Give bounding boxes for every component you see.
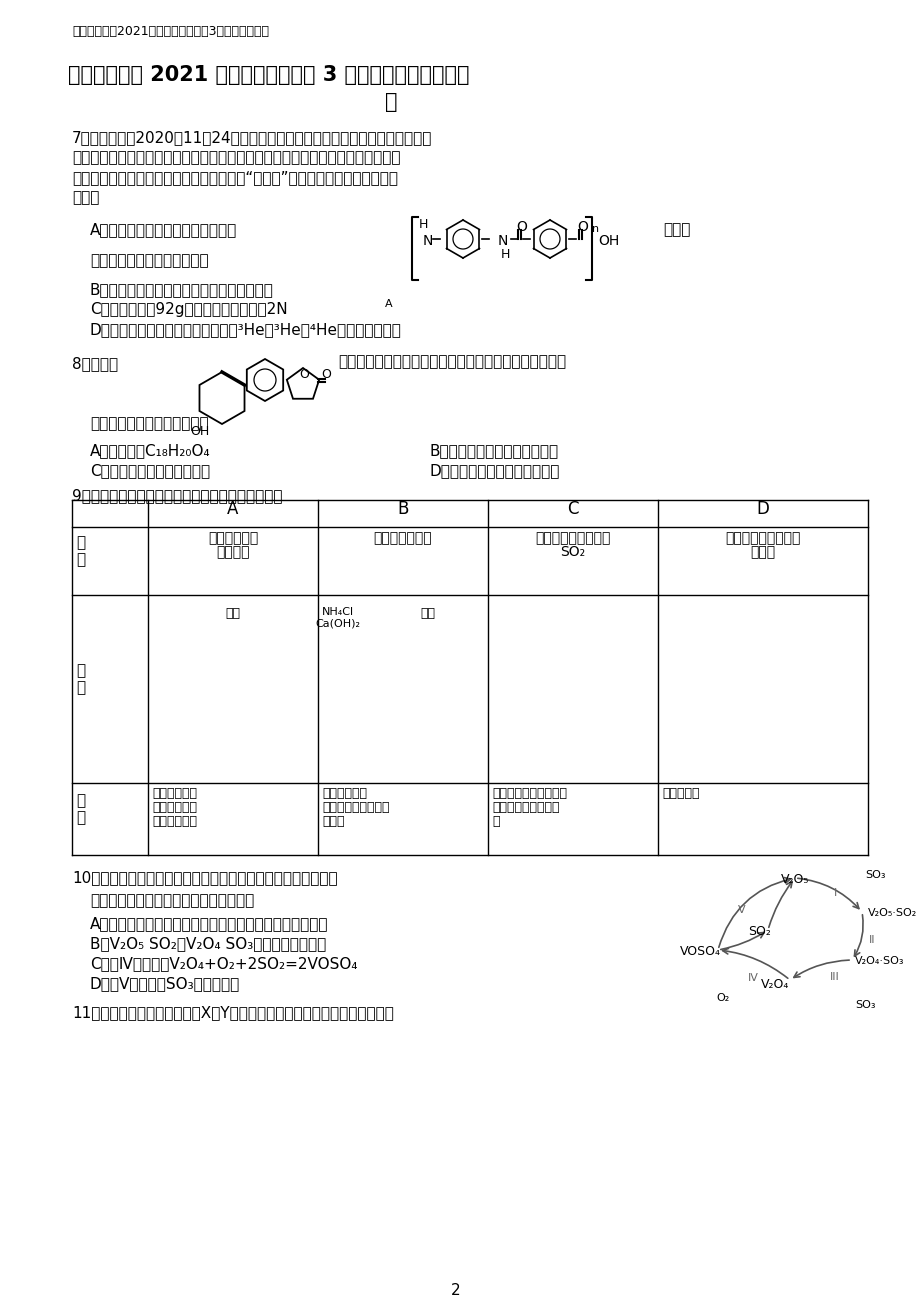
Text: 吸收过量的氨: 吸收过量的氨: [322, 786, 367, 799]
Text: 气，防止氨气泄漏到: 气，防止氨气泄漏到: [322, 801, 389, 814]
Text: H: H: [418, 217, 428, 230]
Text: B．能使渴的四氯化碳溶液褪色: B．能使渴的四氯化碳溶液褪色: [429, 443, 559, 458]
Text: 棉花: 棉花: [420, 607, 435, 620]
Text: D．嚓娥五号寻找并带回的土壤中含³He，³He与⁴He互为同素异形体: D．嚓娥五号寻找并带回的土壤中含³He，³He与⁴He互为同素异形体: [90, 322, 402, 337]
Text: 7．嚓娥五号于2020年11月24日成功发射，其助燃剂为四氧化二氮。安徽华茂集: 7．嚓娥五号于2020年11月24日成功发射，其助燃剂为四氧化二氮。安徽华茂集: [72, 130, 432, 145]
Text: 铁粉与高温下的水蒸: 铁粉与高温下的水蒸: [724, 531, 800, 546]
Text: C．标准状况下92g助燃剂所含分子数为2N: C．标准状况下92g助燃剂所含分子数为2N: [90, 302, 288, 316]
Text: O₂: O₂: [715, 993, 729, 1003]
Text: V₂O₅·SO₂: V₂O₅·SO₂: [867, 907, 916, 918]
Text: B．砖纤维和光导纤维都属于有机高分子材料: B．砖纤维和光导纤维都属于有机高分子材料: [90, 283, 274, 297]
Text: 维材料，成功研制出符合登月要求的第一面“织物版”五星红旗。下列有关说法正: 维材料，成功研制出符合登月要求的第一面“织物版”五星红旗。下列有关说法正: [72, 171, 398, 185]
Text: 安徽省安庆創2021届高三化学下学期3月模拟考试试题: 安徽省安庆創2021届高三化学下学期3月模拟考试试题: [72, 25, 268, 38]
Text: V₂O₄: V₂O₄: [760, 978, 789, 991]
Text: V₂O₅: V₂O₅: [780, 874, 809, 885]
Text: 气: 气: [492, 815, 499, 828]
Text: N: N: [497, 234, 508, 247]
Text: O: O: [516, 220, 527, 234]
Text: A: A: [227, 500, 238, 518]
Text: 作
用: 作 用: [76, 793, 85, 825]
Text: 吸收过量的二氧化硫，: 吸收过量的二氧化硫，: [492, 786, 566, 799]
Text: B: B: [397, 500, 408, 518]
Text: 可由对: 可由对: [663, 223, 689, 237]
Text: 9．下列制取或收集气体装置中棉花作用不正确的是: 9．下列制取或收集气体装置中棉花作用不正确的是: [72, 488, 282, 503]
Text: 是合成中药丹参中主要成分丹参醇的一种中间产物。有关: 是合成中药丹参中主要成分丹参醇的一种中间产物。有关: [337, 354, 565, 368]
Text: C: C: [567, 500, 578, 518]
Text: O: O: [299, 368, 309, 381]
Text: N: N: [423, 234, 433, 247]
Text: 棉花: 棉花: [225, 607, 240, 620]
Text: 装
置: 装 置: [76, 663, 85, 695]
Text: 名
称: 名 称: [76, 535, 85, 568]
Text: 苯二甲酸和对苯二胺缩聚而成: 苯二甲酸和对苯二胺缩聚而成: [90, 253, 209, 268]
Text: H: H: [501, 247, 510, 260]
Text: D: D: [755, 500, 768, 518]
Text: 空气中: 空气中: [322, 815, 344, 828]
Text: 管，造成堵塞: 管，造成堵塞: [152, 815, 197, 828]
Text: 10．五氧化二钒是二氧化硫和氧气反应生成三氧化硫的催化剂，: 10．五氧化二钒是二氧化硫和氧气反应生成三氧化硫的催化剂，: [72, 870, 337, 885]
Text: n: n: [591, 224, 598, 234]
Text: 颗粒进入导气: 颗粒进入导气: [152, 801, 197, 814]
Text: OH: OH: [597, 234, 618, 247]
Text: A．分子式为C₁₈H₂₀O₄: A．分子式为C₁₈H₂₀O₄: [90, 443, 210, 458]
Text: 气反应: 气反应: [750, 546, 775, 559]
Text: 防止二氧化硫污染空: 防止二氧化硫污染空: [492, 801, 559, 814]
Text: V₂O₄·SO₃: V₂O₄·SO₃: [854, 956, 903, 966]
Text: V: V: [737, 905, 745, 915]
Text: A: A: [384, 299, 392, 309]
Text: VOSO₄: VOSO₄: [679, 945, 720, 958]
Text: O: O: [576, 220, 587, 234]
Text: SO₃: SO₃: [864, 870, 885, 880]
Text: C．第Ⅳ反应式为V₂O₄+O₂+2SO₂=2VOSO₄: C．第Ⅳ反应式为V₂O₄+O₂+2SO₂=2VOSO₄: [90, 956, 357, 971]
Text: 防止高锴酸钙: 防止高锴酸钙: [152, 786, 197, 799]
Text: D．能够与金属钓发生置换反应: D．能够与金属钓发生置换反应: [429, 464, 560, 478]
Text: 反应过程如右图所示，有关说法错误的是: 反应过程如右图所示，有关说法错误的是: [90, 893, 254, 907]
Text: SO₃: SO₃: [854, 1000, 875, 1010]
Text: III: III: [829, 973, 839, 982]
Text: A．五星红旗选用材料之一芳纶纤维: A．五星红旗选用材料之一芳纶纤维: [90, 223, 237, 237]
Text: 8．有机物: 8．有机物: [72, 355, 118, 371]
Text: 加热高锴酸钙: 加热高锴酸钙: [208, 531, 258, 546]
Text: 铜与浓硫酸反应制取: 铜与浓硫酸反应制取: [535, 531, 610, 546]
Text: OH: OH: [190, 424, 209, 437]
Text: 制取并收集氨气: 制取并收集氨气: [373, 531, 432, 546]
Text: C．分子中所有碳原子共平面: C．分子中所有碳原子共平面: [90, 464, 210, 478]
Text: II: II: [868, 935, 874, 945]
Text: IV: IV: [747, 973, 757, 983]
Text: 该化合物，下列说法错误的是: 该化合物，下列说法错误的是: [90, 417, 209, 431]
Text: 提供水蒸气: 提供水蒸气: [662, 786, 698, 799]
Text: 团与武汉纺织大学等单位，经历了无数次试验和攻关，最终选用两种国产高性能纤: 团与武汉纺织大学等单位，经历了无数次试验和攻关，最终选用两种国产高性能纤: [72, 150, 400, 165]
Text: NH₄Cl: NH₄Cl: [322, 607, 354, 617]
Text: 确的是: 确的是: [72, 190, 99, 204]
Text: A．催化剂参加化学反应改变反应历程，从而改变反应速率: A．催化剂参加化学反应改变反应历程，从而改变反应速率: [90, 917, 328, 931]
Text: SO₂: SO₂: [748, 924, 771, 937]
Text: I: I: [834, 888, 836, 898]
Text: SO₂: SO₂: [560, 546, 584, 559]
Text: O: O: [321, 368, 331, 381]
Text: Ca(OH)₂: Ca(OH)₂: [315, 618, 360, 629]
Text: B．V₂O₅ SO₂与V₂O₄ SO₃中钒的价态不相同: B．V₂O₅ SO₂与V₂O₄ SO₃中钒的价态不相同: [90, 936, 326, 950]
Text: D．第Ⅴ步反应中SO₃是氧化产物: D．第Ⅴ步反应中SO₃是氧化产物: [90, 976, 240, 991]
Text: 制取氧气: 制取氧气: [216, 546, 249, 559]
Text: 题: 题: [384, 92, 397, 112]
Text: 11．由同一短周期非金属元素X、Y组成的化合物易水解（结构如图所示），: 11．由同一短周期非金属元素X、Y组成的化合物易水解（结构如图所示），: [72, 1005, 393, 1019]
Text: 安徽省安庆市 2021 届高三化学下学期 3 月模拟考试（二模）试: 安徽省安庆市 2021 届高三化学下学期 3 月模拟考试（二模）试: [68, 65, 469, 85]
Text: 2: 2: [450, 1282, 460, 1298]
